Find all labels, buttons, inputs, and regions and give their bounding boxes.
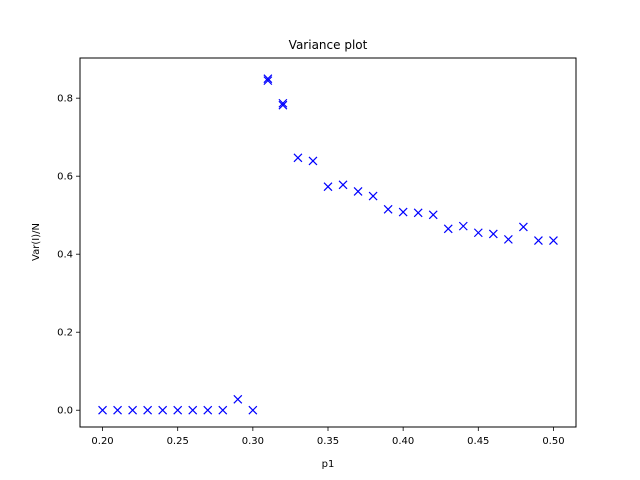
data-point-marker [98, 405, 107, 415]
data-point-marker [203, 405, 213, 415]
x-tick-label: 0.30 [242, 436, 264, 447]
x-tick-label: 0.40 [392, 436, 414, 447]
data-point-marker [278, 98, 288, 108]
data-point-marker [398, 207, 408, 217]
x-tick-label: 0.20 [91, 436, 113, 447]
x-tick-label: 0.25 [167, 436, 189, 447]
x-axis: 0.20 0.25 0.30 0.35 0.40 0.45 0.50 [91, 427, 565, 447]
data-point-marker [263, 76, 273, 86]
data-point-marker [293, 153, 303, 163]
data-point-marker [248, 405, 258, 415]
data-point-marker [323, 182, 333, 192]
data-point-marker [473, 228, 483, 238]
y-axis-label: Var(I)/N [31, 223, 42, 261]
data-point-marker [263, 74, 273, 84]
data-point-marker [308, 156, 318, 166]
data-point-marker [368, 191, 378, 201]
data-point-marker [383, 204, 393, 214]
x-axis-label: p1 [322, 459, 335, 470]
data-point-marker [488, 229, 498, 239]
data-point-marker [233, 394, 243, 404]
data-point-marker [143, 405, 153, 415]
data-point-marker [518, 222, 528, 232]
x-tick-label: 0.50 [542, 436, 564, 447]
data-point-marker [128, 405, 138, 415]
plot-area-frame [79, 57, 577, 428]
x-tick-label: 0.45 [467, 436, 489, 447]
data-point-marker [278, 100, 288, 110]
data-point-marker [158, 405, 168, 415]
y-tick-label: 0.8 [57, 94, 73, 105]
data-point-marker [443, 224, 453, 234]
x-tick-label: 0.35 [317, 436, 339, 447]
data-point-marker [549, 236, 558, 245]
chart-title: Variance plot [289, 38, 368, 52]
data-point-marker [533, 236, 543, 245]
data-point-marker [338, 180, 348, 190]
y-tick-label: 0.2 [57, 328, 73, 339]
data-point-marker [353, 186, 363, 196]
data-point-marker [218, 405, 228, 415]
data-point-marker [428, 210, 438, 220]
data-point-marker [458, 221, 468, 231]
y-axis: 0.0 0.2 0.4 0.6 0.8 [57, 94, 80, 417]
y-tick-label: 0.0 [57, 406, 73, 417]
data-point-marker [173, 405, 183, 415]
data-point-marker [503, 234, 513, 244]
y-tick-label: 0.4 [57, 250, 73, 261]
data-point-marker [188, 405, 198, 415]
data-point-marker [413, 208, 423, 218]
scatter-marks [98, 74, 558, 415]
y-tick-label: 0.6 [57, 172, 73, 183]
data-point-marker [113, 405, 123, 415]
